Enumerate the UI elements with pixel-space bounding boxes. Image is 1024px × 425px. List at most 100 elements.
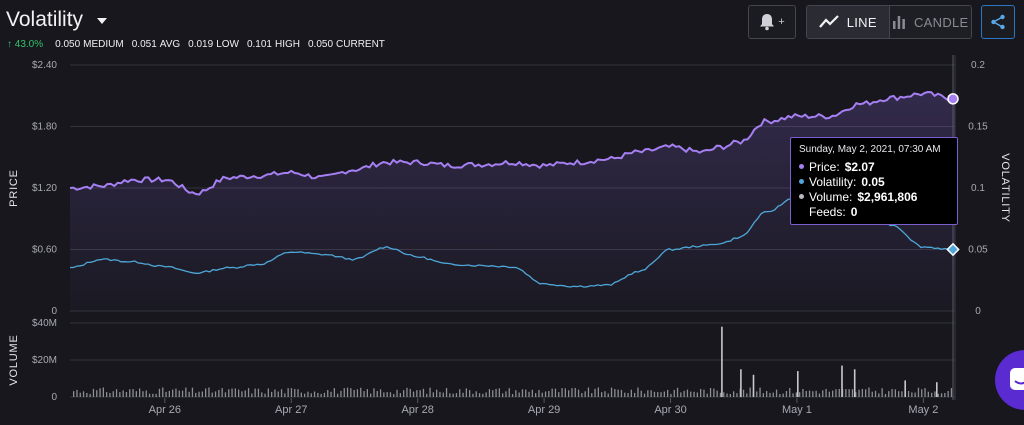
volume-bar: [601, 392, 603, 397]
volatility-tick-label: 0.15: [968, 122, 988, 133]
volume-bar: [327, 390, 329, 397]
volume-bar: [452, 393, 454, 397]
volume-bar: [135, 391, 137, 397]
volume-bar: [680, 392, 682, 397]
volume-bar: [914, 392, 916, 397]
volume-bar: [878, 393, 880, 397]
volume-bar: [492, 390, 494, 397]
volume-spike-bar: [936, 382, 938, 397]
volume-bar: [356, 389, 359, 397]
price-series-line: [69, 90, 956, 196]
volume-bar: [610, 387, 613, 397]
volume-bar: [139, 388, 141, 397]
share-button[interactable]: [981, 5, 1015, 39]
volume-bar: [148, 393, 151, 397]
x-tick-label: May 2: [908, 404, 938, 416]
volume-bar: [640, 390, 642, 397]
volume-bar: [808, 390, 811, 397]
volume-bar: [241, 391, 243, 397]
volume-bar: [759, 387, 761, 397]
volume-bar: [617, 389, 619, 397]
volume-bar: [439, 391, 441, 397]
volume-bar: [264, 393, 266, 397]
tooltip-feeds-label: Feeds:: [809, 204, 846, 219]
tooltip-row-price: Price: $2.07: [799, 159, 949, 174]
x-tick-label: Apr 28: [401, 404, 433, 416]
volume-bar: [825, 388, 827, 397]
volume-bar: [937, 393, 939, 397]
volume-bar: [330, 391, 332, 397]
plus-icon: +: [778, 16, 785, 28]
volume-bar: [426, 393, 428, 397]
volume-bar: [657, 392, 659, 397]
volume-bar: [591, 393, 593, 397]
volume-bar: [244, 390, 246, 397]
volume-bar: [290, 388, 293, 397]
tab-line[interactable]: LINE: [807, 6, 889, 38]
volume-bar: [422, 388, 425, 397]
line-chart-icon: [818, 15, 839, 28]
volume-bar: [940, 393, 943, 397]
volume-bar: [218, 389, 220, 397]
volume-bar: [736, 393, 738, 397]
volume-bar: [924, 388, 926, 397]
volume-bar: [571, 388, 573, 397]
volume-bar: [478, 393, 481, 397]
volume-spike-bar: [752, 374, 755, 397]
volume-bar: [944, 393, 946, 397]
volume-bar: [564, 388, 566, 397]
volume-bar: [366, 389, 368, 397]
tooltip-row-volatility: Volatility: 0.05: [799, 174, 949, 189]
price-axis-title: PRICE: [8, 169, 20, 207]
volume-bar: [346, 387, 349, 397]
volume-bar: [188, 391, 190, 397]
volume-bar: [129, 389, 131, 397]
volume-bar: [634, 392, 636, 397]
volume-bar: [406, 387, 408, 397]
volume-bar: [789, 388, 791, 397]
volume-tick-label: 0: [51, 392, 57, 403]
volume-bar: [267, 388, 269, 397]
volume-bar: [574, 388, 576, 397]
volume-bar: [396, 389, 398, 397]
volume-bar: [412, 391, 415, 397]
chevron-down-icon[interactable]: [97, 18, 108, 24]
stat-current-value: 0.050: [308, 39, 334, 50]
volume-bar: [455, 393, 458, 397]
tooltip-row-volume: Volume: $2,961,806: [799, 189, 949, 204]
volume-bar: [518, 392, 520, 397]
volume-bar: [231, 388, 233, 397]
volume-bar: [251, 393, 253, 397]
volume-bar: [531, 389, 533, 397]
volume-bar: [868, 387, 870, 397]
volume-bar: [389, 392, 392, 397]
volume-bar: [228, 389, 230, 397]
volume-bar: [145, 390, 147, 397]
add-alert-button[interactable]: +: [748, 5, 796, 39]
volume-bar: [208, 387, 210, 397]
volume-bar: [822, 390, 824, 397]
volume-bar: [379, 389, 382, 397]
volume-bar: [511, 394, 514, 397]
price-tick-label: $1.20: [32, 183, 57, 194]
volatility-hover-marker: [946, 242, 960, 257]
volume-bar: [581, 393, 583, 397]
chat-icon: [1010, 368, 1024, 390]
tab-candle[interactable]: CANDLE: [888, 6, 971, 38]
volume-bar: [799, 392, 801, 397]
volume-bar: [891, 389, 893, 397]
tooltip-date: Sunday, May 2, 2021, 07:30 AM: [799, 144, 941, 155]
volume-bar: [155, 393, 157, 397]
chart-tooltip: Sunday, May 2, 2021, 07:30 AM Price: $2.…: [790, 137, 958, 225]
volume-bar: [201, 391, 203, 397]
volume-bar: [115, 389, 118, 397]
volume-bar: [805, 391, 807, 397]
volume-bar: [874, 390, 877, 397]
volume-bar: [373, 388, 375, 397]
volume-bar: [142, 391, 144, 397]
price-tick-label: $0.60: [32, 245, 57, 256]
volume-bar: [587, 387, 590, 397]
volume-bar: [690, 391, 692, 397]
volume-bar: [353, 390, 355, 397]
volume-bar: [109, 393, 111, 397]
